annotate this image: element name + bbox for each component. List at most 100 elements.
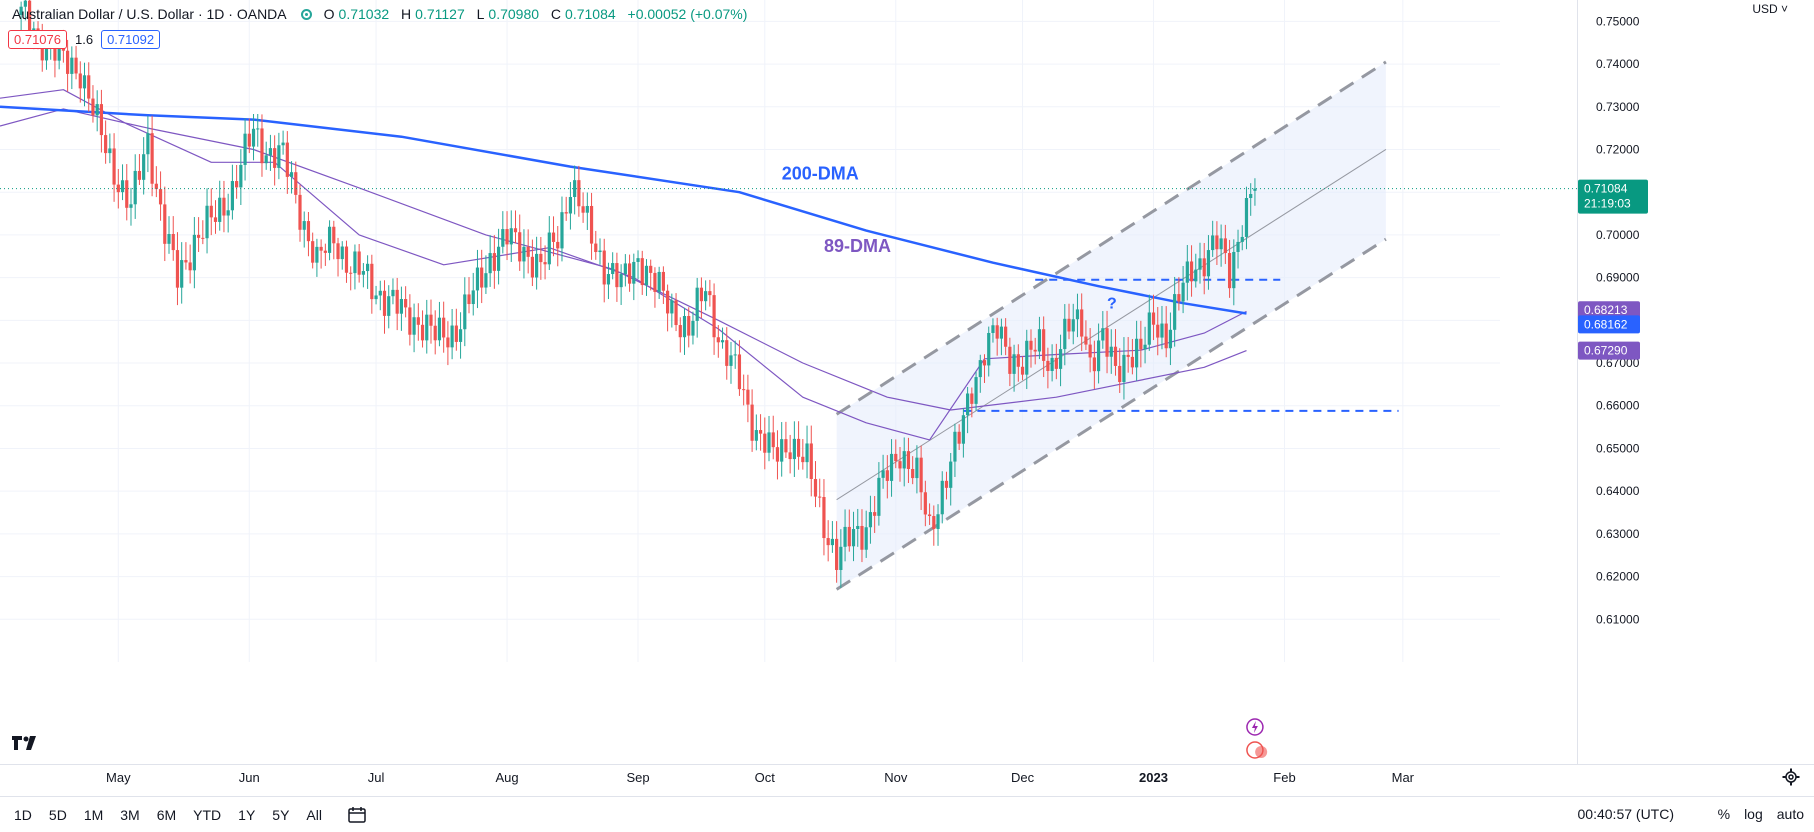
candle-up bbox=[1096, 340, 1101, 372]
candle-down bbox=[260, 128, 264, 164]
range-ytd[interactable]: YTD bbox=[193, 806, 222, 823]
range-3m[interactable]: 3M bbox=[120, 806, 140, 823]
candle-down bbox=[894, 453, 898, 462]
candle-up bbox=[1063, 318, 1067, 350]
candle-up bbox=[277, 145, 281, 168]
candle-down bbox=[1033, 349, 1037, 352]
candle-up bbox=[251, 128, 256, 147]
candle-down bbox=[944, 480, 949, 488]
candle-down bbox=[235, 181, 239, 188]
candle-up bbox=[560, 212, 564, 249]
candle-down bbox=[746, 389, 750, 405]
range-1d[interactable]: 1D bbox=[14, 806, 32, 823]
currency-select[interactable]: USD ˅ bbox=[1752, 2, 1788, 16]
price-axis-tag bbox=[1578, 301, 1640, 320]
gear-icon[interactable] bbox=[1782, 768, 1800, 786]
candle-down bbox=[416, 317, 420, 325]
candle-up bbox=[475, 267, 480, 291]
candle-down bbox=[716, 337, 720, 343]
candle-up bbox=[606, 274, 611, 285]
candle-down bbox=[1067, 318, 1071, 332]
current-price-label: 0.71084 bbox=[1584, 182, 1628, 196]
candle-up bbox=[129, 204, 133, 208]
candle-up bbox=[471, 290, 475, 305]
candle-up bbox=[192, 234, 196, 271]
price-tick-label: 0.66000 bbox=[1596, 399, 1640, 413]
candle-up bbox=[1037, 329, 1042, 352]
market-open-icon bbox=[300, 8, 312, 20]
candle-up bbox=[644, 265, 649, 286]
candle-up bbox=[391, 289, 395, 297]
range-5y[interactable]: 5Y bbox=[272, 806, 290, 823]
candle-up bbox=[484, 273, 488, 288]
range-5d[interactable]: 5D bbox=[48, 806, 67, 823]
tradingview-logo-icon bbox=[12, 736, 36, 750]
candle-up bbox=[1181, 282, 1185, 302]
range-all[interactable]: All bbox=[306, 806, 322, 823]
time-tick-label: Sep bbox=[626, 770, 649, 785]
candle-down bbox=[1118, 365, 1122, 383]
candle-down bbox=[923, 492, 927, 515]
time-tick-label: Feb bbox=[1273, 770, 1295, 785]
candle-down bbox=[737, 354, 742, 390]
candle-down bbox=[1113, 346, 1118, 366]
candle-up bbox=[353, 251, 357, 274]
candle-up bbox=[1198, 258, 1202, 270]
ohlc-values: O 0.71032 H 0.71127 L 0.70980 C 0.71084 +0.0… bbox=[323, 6, 748, 22]
candle-up bbox=[1206, 250, 1211, 277]
candle-up bbox=[1194, 269, 1198, 282]
symbol-title[interactable]: Australian Dollar / U.S. Dollar · 1D · O… bbox=[12, 6, 287, 22]
sell-price-button[interactable]: 0.71076 bbox=[8, 30, 67, 49]
candle-down bbox=[454, 325, 458, 342]
range-1y[interactable]: 1Y bbox=[238, 806, 256, 823]
price-tick-label: 0.74000 bbox=[1596, 57, 1640, 71]
percent-scale-toggle[interactable]: % bbox=[1717, 806, 1731, 822]
candle-up bbox=[1050, 357, 1054, 371]
candle-up bbox=[1109, 346, 1113, 357]
price-axis-tag-label: 0.68162 bbox=[1584, 317, 1628, 331]
candle-down bbox=[615, 263, 619, 288]
candle-down bbox=[699, 287, 704, 302]
candle-down bbox=[906, 451, 911, 469]
scale-options: % log auto bbox=[1704, 806, 1804, 822]
price-chart[interactable]: 0.750000.740000.730000.720000.710000.700… bbox=[0, 0, 1814, 796]
candle-down bbox=[860, 525, 864, 550]
candle-down bbox=[627, 263, 632, 284]
candle-down bbox=[104, 135, 108, 154]
utc-clock[interactable]: 00:40:57 (UTC) bbox=[1577, 806, 1674, 822]
candle-down bbox=[150, 133, 154, 184]
candle-down bbox=[294, 172, 298, 195]
log-scale-toggle[interactable]: log bbox=[1744, 806, 1763, 822]
candle-down bbox=[319, 246, 323, 251]
candle-up bbox=[1211, 235, 1215, 251]
candle-down bbox=[492, 253, 496, 271]
calendar-icon[interactable] bbox=[347, 806, 367, 824]
time-tick-label: Aug bbox=[495, 770, 518, 785]
symbol-header: Australian Dollar / U.S. Dollar · 1D · O… bbox=[0, 0, 755, 28]
candle-down bbox=[446, 337, 450, 348]
candle-down bbox=[927, 514, 932, 517]
candle-up bbox=[940, 480, 944, 515]
candle-down bbox=[771, 432, 775, 448]
candle-up bbox=[142, 154, 146, 180]
candle-down bbox=[1156, 324, 1160, 338]
candle-up bbox=[256, 128, 260, 130]
candle-up bbox=[978, 360, 982, 378]
candle-up bbox=[133, 170, 137, 205]
candle-down bbox=[188, 262, 192, 271]
buy-price-button[interactable]: 0.71092 bbox=[101, 30, 161, 49]
auto-scale-toggle[interactable]: auto bbox=[1776, 806, 1804, 822]
candle-down bbox=[408, 307, 412, 335]
candle-up bbox=[691, 320, 695, 336]
lightning-icon bbox=[1251, 721, 1258, 733]
candle-down bbox=[758, 430, 763, 434]
range-1m[interactable]: 1M bbox=[83, 806, 104, 823]
candle-up bbox=[387, 296, 391, 316]
candle-down bbox=[788, 452, 792, 460]
price-tick-label: 0.64000 bbox=[1596, 484, 1640, 498]
chart-annotation: 200-DMA bbox=[782, 163, 859, 183]
range-6m[interactable]: 6M bbox=[156, 806, 177, 823]
channel-midline bbox=[836, 149, 1387, 501]
candle-down bbox=[349, 272, 353, 274]
candle-up bbox=[830, 538, 834, 546]
